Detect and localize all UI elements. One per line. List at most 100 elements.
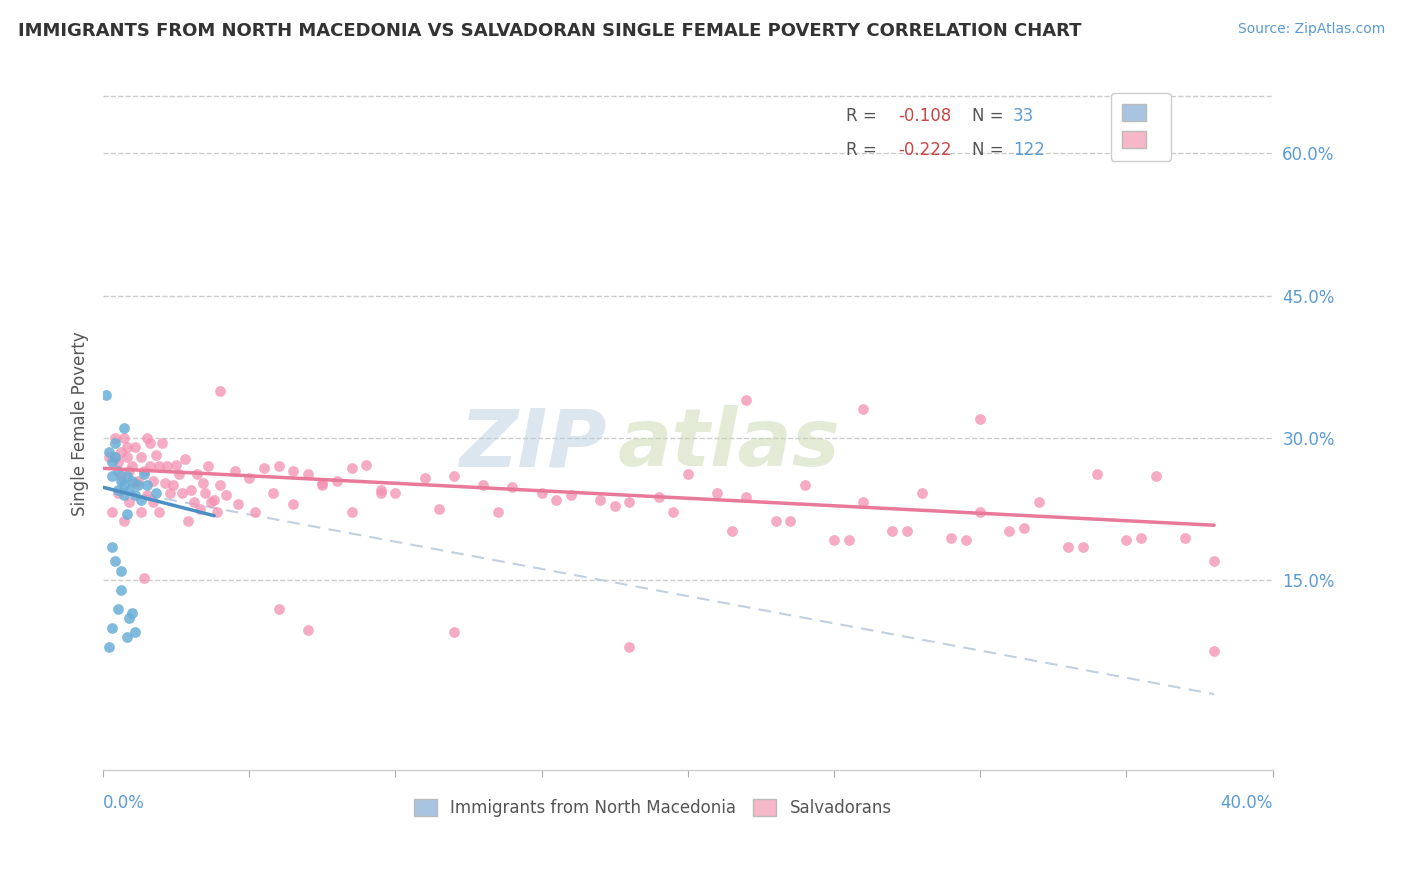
- Point: [136, 431, 159, 445]
- Point: [603, 500, 626, 514]
- Point: [472, 478, 495, 492]
- Point: [765, 515, 787, 529]
- Point: [124, 488, 146, 502]
- Text: -0.222: -0.222: [898, 141, 952, 159]
- Point: [209, 478, 232, 492]
- Point: [188, 502, 211, 516]
- Point: [139, 435, 162, 450]
- Point: [706, 486, 728, 500]
- Point: [224, 464, 246, 478]
- Text: 40.0%: 40.0%: [1220, 794, 1272, 812]
- Point: [202, 492, 225, 507]
- Point: [115, 630, 138, 644]
- Point: [647, 490, 669, 504]
- Point: [115, 450, 138, 464]
- Point: [955, 533, 977, 548]
- Point: [101, 505, 124, 519]
- Point: [370, 486, 392, 500]
- Point: [186, 467, 208, 481]
- Point: [98, 445, 121, 459]
- Point: [159, 486, 181, 500]
- Legend: Immigrants from North Macedonia, Salvadorans: Immigrants from North Macedonia, Salvado…: [406, 792, 898, 824]
- Point: [148, 459, 170, 474]
- Point: [1144, 469, 1167, 483]
- Point: [283, 464, 305, 478]
- Point: [720, 524, 742, 538]
- Point: [662, 505, 685, 519]
- Point: [101, 469, 124, 483]
- Point: [110, 582, 132, 597]
- Point: [118, 611, 141, 625]
- Point: [283, 497, 305, 511]
- Point: [852, 495, 875, 509]
- Point: [183, 495, 205, 509]
- Point: [98, 450, 121, 464]
- Text: N =: N =: [972, 106, 1010, 125]
- Point: [174, 451, 197, 466]
- Point: [340, 461, 363, 475]
- Point: [104, 554, 127, 568]
- Point: [1028, 495, 1050, 509]
- Point: [121, 607, 143, 621]
- Point: [676, 467, 699, 481]
- Point: [427, 502, 450, 516]
- Text: 122: 122: [1012, 141, 1045, 159]
- Point: [101, 621, 124, 635]
- Point: [162, 478, 184, 492]
- Point: [735, 490, 758, 504]
- Point: [896, 524, 918, 538]
- Point: [107, 486, 129, 500]
- Point: [267, 459, 290, 474]
- Point: [969, 412, 991, 426]
- Point: [384, 486, 406, 500]
- Point: [110, 445, 132, 459]
- Point: [132, 464, 155, 478]
- Point: [101, 540, 124, 554]
- Point: [170, 486, 193, 500]
- Point: [311, 476, 333, 491]
- Point: [112, 478, 135, 492]
- Point: [838, 533, 860, 548]
- Point: [501, 480, 523, 494]
- Point: [142, 474, 165, 488]
- Text: atlas: atlas: [617, 406, 841, 483]
- Point: [1130, 531, 1153, 545]
- Point: [118, 483, 141, 497]
- Point: [589, 492, 612, 507]
- Point: [793, 478, 815, 492]
- Point: [112, 515, 135, 529]
- Point: [107, 464, 129, 478]
- Point: [735, 392, 758, 407]
- Point: [1012, 521, 1035, 535]
- Point: [104, 435, 127, 450]
- Point: [145, 448, 167, 462]
- Point: [124, 625, 146, 640]
- Point: [297, 623, 319, 637]
- Point: [115, 507, 138, 521]
- Point: [191, 476, 214, 491]
- Point: [267, 601, 290, 615]
- Text: 33: 33: [1012, 106, 1035, 125]
- Text: R =: R =: [845, 141, 882, 159]
- Point: [112, 488, 135, 502]
- Point: [118, 495, 141, 509]
- Point: [1057, 540, 1080, 554]
- Point: [443, 625, 465, 640]
- Point: [1085, 467, 1108, 481]
- Point: [194, 486, 217, 500]
- Point: [370, 483, 392, 497]
- Point: [94, 388, 117, 402]
- Text: IMMIGRANTS FROM NORTH MACEDONIA VS SALVADORAN SINGLE FEMALE POVERTY CORRELATION : IMMIGRANTS FROM NORTH MACEDONIA VS SALVA…: [18, 22, 1081, 40]
- Point: [969, 505, 991, 519]
- Point: [262, 486, 284, 500]
- Point: [110, 474, 132, 488]
- Point: [209, 384, 232, 398]
- Y-axis label: Single Female Poverty: Single Female Poverty: [72, 332, 89, 516]
- Point: [253, 461, 276, 475]
- Point: [413, 471, 436, 485]
- Point: [124, 476, 146, 491]
- Point: [340, 505, 363, 519]
- Point: [243, 505, 266, 519]
- Point: [104, 450, 127, 464]
- Point: [98, 640, 121, 654]
